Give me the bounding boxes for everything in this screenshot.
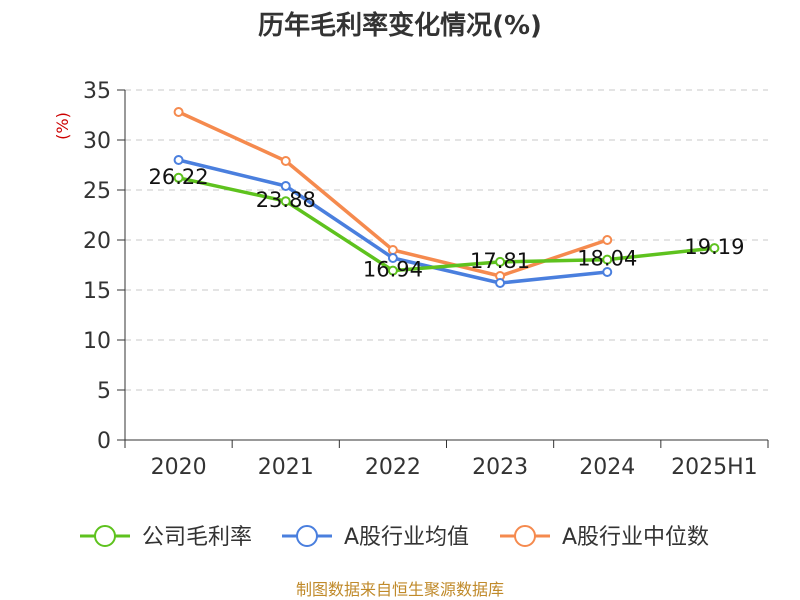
legend-marker-1 [296, 525, 318, 547]
series-line-0 [178, 176, 715, 273]
x-tick-label-2024: 2024 [579, 455, 635, 480]
series-2 [173, 107, 613, 281]
grid-lines [125, 89, 768, 391]
y-tick-label-10: 10 [83, 329, 111, 354]
point-1-3 [495, 278, 506, 288]
data-label-0-0: 26.22 [149, 165, 209, 189]
legend-marker-2 [514, 525, 536, 547]
y-axis-label: (%) [53, 112, 72, 140]
point-0-1 [280, 196, 291, 207]
data-labels: 26.22 23.88 16.94 17.81 18.04 19.19 [149, 165, 745, 282]
point-0-5 [709, 243, 720, 254]
x-tick-label-2025H1: 2025H1 [671, 455, 758, 480]
data-label-0-4: 18.04 [577, 247, 637, 271]
point-0-0 [173, 172, 184, 183]
point-0-2 [387, 265, 398, 276]
point-2-0 [173, 107, 184, 117]
legend-label-0: 公司毛利率 [142, 525, 252, 550]
legend-marker-0 [94, 525, 116, 547]
legend-label-2: A股行业中位数 [562, 525, 709, 550]
series-0 [173, 172, 720, 276]
point-2-2 [387, 245, 398, 255]
point-0-4 [602, 254, 613, 265]
legend-item-2: A股行业中位数 [500, 525, 709, 550]
point-0-3 [495, 256, 506, 267]
point-1-4 [602, 267, 613, 277]
point-2-1 [280, 156, 291, 166]
source-note: 制图数据来自恒生聚源数据库 [296, 580, 504, 599]
point-1-2 [387, 253, 398, 263]
data-label-0-5: 19.19 [684, 235, 744, 259]
y-tick-label-30: 30 [83, 129, 111, 154]
legend-label-1: A股行业均值 [344, 525, 469, 550]
point-2-4 [602, 235, 613, 245]
y-tick-label-25: 25 [83, 179, 111, 204]
data-label-0-3: 17.81 [470, 249, 530, 273]
y-tick-label-35: 35 [83, 79, 111, 104]
legend: 公司毛利率 A股行业均值 A股行业中位数 [80, 525, 709, 550]
y-tick-label-5: 5 [97, 379, 111, 404]
point-1-0 [173, 155, 184, 165]
legend-item-1: A股行业均值 [282, 525, 469, 550]
y-tick-label-15: 15 [83, 279, 111, 304]
y-tick-label-20: 20 [83, 229, 111, 254]
legend-item-0: 公司毛利率 [80, 525, 252, 550]
x-tick-label-2021: 2021 [258, 455, 314, 480]
x-tick-label-2022: 2022 [365, 455, 421, 480]
x-tick-label-2023: 2023 [472, 455, 528, 480]
series-1 [173, 155, 613, 288]
data-label-0-2: 16.94 [363, 258, 423, 282]
axes: 0 5 10 15 20 25 30 35 2020 2021 2022 2023 2024 2025H1 [83, 79, 769, 480]
y-tick-label-0: 0 [97, 429, 111, 454]
x-tick-label-2020: 2020 [151, 455, 207, 480]
point-1-1 [280, 181, 291, 191]
chart-title: 历年毛利率变化情况(%) [258, 10, 542, 41]
series-layer [173, 107, 720, 288]
data-label-0-1: 23.88 [256, 188, 316, 212]
